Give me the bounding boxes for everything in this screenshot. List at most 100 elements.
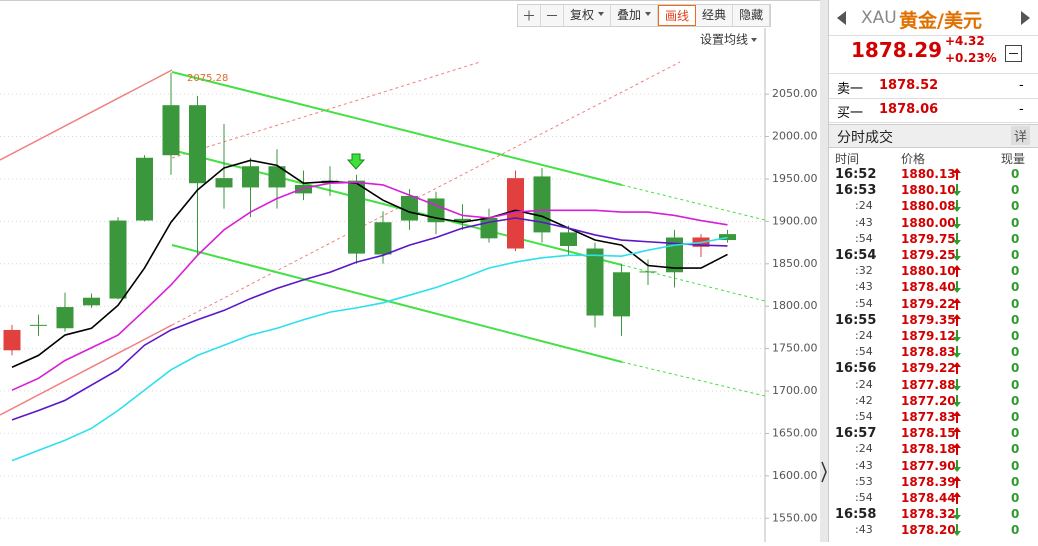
- trade-direction: [953, 362, 961, 375]
- splitter[interactable]: [820, 0, 828, 542]
- trade-time: :54: [855, 491, 873, 504]
- zoom-out[interactable]: [541, 5, 564, 26]
- candle-body: [507, 178, 524, 249]
- candle-body: [639, 271, 657, 273]
- trade-direction: [953, 297, 961, 310]
- trade-volume: 0: [1011, 507, 1020, 522]
- trade-direction: [953, 411, 961, 423]
- trade-direction: [953, 168, 961, 180]
- trade-volume: 0: [1011, 361, 1020, 376]
- trade-direction: [953, 378, 961, 391]
- trade-direction: [953, 265, 961, 278]
- trend-lines: [0, 61, 765, 416]
- trade-time: 16:57: [835, 426, 877, 442]
- book-volume: -: [1019, 78, 1024, 93]
- arrow: [953, 265, 961, 278]
- trades-title: 分时成交: [837, 130, 893, 146]
- candle-body: [560, 232, 577, 246]
- arrow: [953, 378, 961, 391]
- trade-direction: [953, 346, 961, 359]
- trade-volume: 0: [1011, 377, 1020, 392]
- trade-price: 1877.90: [901, 458, 956, 473]
- trade-time: :43: [855, 523, 873, 537]
- trade-time: 16:55: [835, 312, 877, 328]
- toolbar: 复权 叠加 画线 经典 隐藏: [517, 4, 772, 27]
- trade-price: 1878.18: [901, 442, 956, 457]
- arrow: [953, 443, 961, 456]
- trade-time: :54: [855, 231, 873, 245]
- trade-price: 1879.22: [901, 296, 956, 311]
- arrow: [953, 281, 961, 294]
- candle-body: [30, 324, 47, 326]
- toolbar-button[interactable]: 复权: [564, 5, 612, 26]
- y-tick-label: 2000.00: [772, 130, 818, 143]
- candle-body: [586, 248, 604, 316]
- trade-price: 1878.20: [901, 523, 956, 538]
- trade-volume: 0: [1011, 393, 1020, 408]
- arrow: [953, 346, 961, 359]
- trade-time: :42: [855, 393, 873, 407]
- trade-time: :24: [855, 442, 873, 456]
- trade-price: 1880.10: [901, 183, 956, 198]
- trade-volume: 0: [1011, 442, 1020, 457]
- trade-price: 1877.83: [901, 410, 956, 424]
- candle-body: [56, 307, 74, 329]
- next[interactable]: [1021, 11, 1031, 25]
- toolbar-button[interactable]: 隐藏: [733, 5, 771, 26]
- trade-time: 16:52: [835, 167, 877, 182]
- detail-button[interactable]: 详: [1011, 126, 1031, 145]
- arrow: [953, 330, 961, 342]
- ma-setting[interactable]: 设置均线: [700, 33, 748, 47]
- trade-time: :24: [855, 199, 873, 213]
- arrow: [953, 184, 961, 197]
- trade-volume: 0: [1011, 167, 1020, 181]
- arrow: [953, 475, 961, 488]
- column-header: 价格: [901, 152, 926, 166]
- trade-time: :54: [855, 345, 873, 359]
- high-annotation: 2075.28: [187, 73, 228, 84]
- candle-body: [162, 105, 180, 156]
- candle-body: [613, 272, 630, 317]
- change-pct: +0.23%: [945, 51, 997, 65]
- candle-body: [189, 105, 206, 184]
- trade-price: 1877.88: [901, 377, 956, 392]
- arrow: [953, 200, 961, 213]
- trade-time: :32: [855, 264, 873, 278]
- toolbar-button[interactable]: 画线: [658, 5, 697, 26]
- arrow: [953, 459, 961, 472]
- arrow: [953, 492, 961, 504]
- trade-time: :54: [855, 410, 873, 423]
- trade-direction: [953, 281, 961, 294]
- zoom-in[interactable]: [518, 5, 541, 26]
- change: +4.32: [945, 34, 985, 48]
- trade-time: :54: [855, 296, 873, 310]
- trade-time: :53: [855, 474, 873, 488]
- trade-volume: 0: [1011, 426, 1020, 441]
- candle-body: [374, 222, 392, 255]
- chart: 2075.28 设置均线 1550.00 1600.00 1650.00 1700.0…: [0, 0, 820, 542]
- trade-direction: [953, 216, 961, 229]
- trade-volume: 0: [1011, 183, 1020, 198]
- arrow: [953, 394, 961, 407]
- trade-direction: [953, 232, 961, 245]
- y-tick-label: 1950.00: [772, 172, 818, 185]
- trade-price: 1879.75: [901, 231, 956, 246]
- prev[interactable]: [837, 11, 847, 25]
- y-tick-label: 1850.00: [772, 257, 818, 270]
- arrow: [953, 232, 961, 245]
- arrow: [953, 362, 961, 375]
- trade-time: :43: [855, 458, 873, 472]
- collapse[interactable]: [1005, 45, 1022, 62]
- arrow: [953, 216, 961, 229]
- trade-time: 16:58: [835, 507, 877, 523]
- signal-arrow: [346, 153, 366, 170]
- symbol: XAU: [861, 8, 897, 28]
- toolbar-button[interactable]: 经典: [696, 5, 734, 26]
- trade-price: 1880.08: [901, 199, 956, 214]
- trade-volume: 0: [1011, 264, 1020, 279]
- book-price: 1878.52: [879, 78, 939, 93]
- toolbar-button[interactable]: 叠加: [611, 5, 659, 26]
- trade-volume: 0: [1011, 410, 1020, 424]
- trade-volume: 0: [1011, 215, 1020, 230]
